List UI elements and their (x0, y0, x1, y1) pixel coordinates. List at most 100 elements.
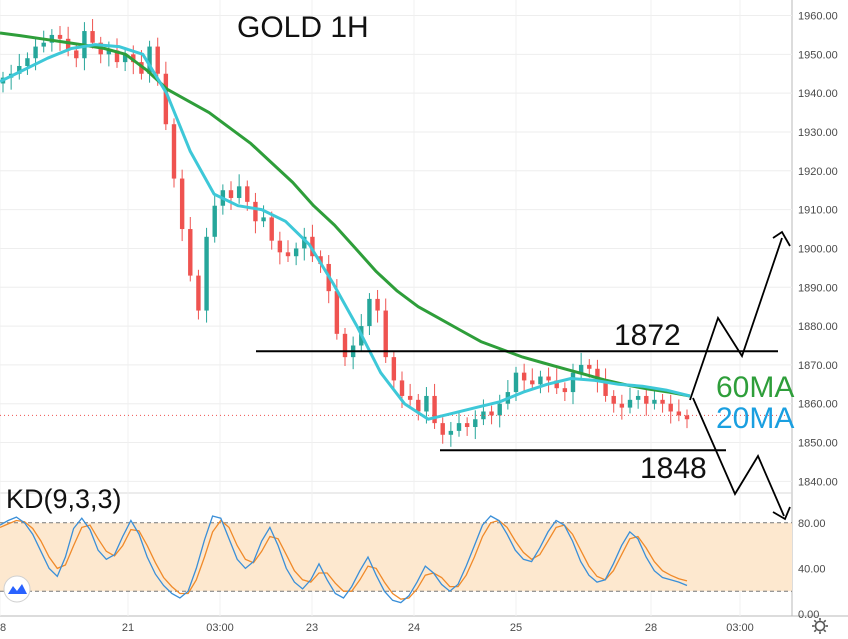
candle-body (155, 46, 160, 74)
price-tick-label: 1840.00 (798, 476, 838, 488)
settings-gear-icon[interactable] (812, 618, 828, 634)
kd-k-line (0, 515, 688, 604)
candle (440, 417, 445, 444)
candle-body (106, 50, 112, 55)
candle-body (603, 380, 608, 396)
kd-tick-label: 80.00 (798, 518, 826, 530)
candle (269, 211, 274, 250)
candle-body (228, 190, 234, 198)
candle (530, 368, 535, 391)
candle-body (595, 368, 600, 381)
candle-body (652, 399, 657, 404)
candle (350, 336, 356, 370)
candle (188, 216, 193, 282)
candle-body (432, 395, 437, 424)
candle (293, 242, 299, 266)
candle-body (497, 403, 502, 416)
candle (546, 367, 551, 393)
candle-body (41, 42, 46, 47)
candle (473, 410, 478, 440)
bearish-arrowhead (772, 506, 791, 521)
candle-body (212, 205, 217, 237)
candle (98, 36, 103, 64)
candle (367, 293, 372, 336)
candle (676, 399, 682, 422)
time-axis[interactable]: 8 21 03:00 23 24 25 28 03:00 (0, 622, 754, 634)
candle (383, 298, 388, 363)
candle (171, 118, 177, 188)
candle-body (473, 419, 478, 428)
candle-body (424, 395, 429, 412)
candle-body (285, 252, 291, 257)
kd-band-fill (0, 522, 792, 592)
support-label: 1848 (640, 452, 707, 485)
candle (644, 387, 649, 416)
price-tick-label: 1930.00 (798, 127, 838, 139)
candle-body (179, 178, 185, 230)
kd-label: KD(9,3,3) (6, 484, 122, 514)
candle (391, 351, 397, 390)
candle-body (342, 333, 348, 358)
candle-body (310, 236, 315, 257)
candle (603, 368, 608, 402)
candle-body (489, 411, 494, 416)
chart-title: GOLD 1H (237, 11, 369, 44)
candle-body (131, 54, 136, 63)
candle (448, 421, 454, 447)
candle (668, 394, 673, 424)
time-tick-label: 03:00 (206, 622, 234, 634)
candle-body (464, 423, 470, 428)
tradingview-logo-icon[interactable] (3, 575, 31, 603)
time-tick-label: 23 (306, 622, 318, 634)
ma20-label: 20MA (716, 402, 794, 435)
candle (147, 40, 152, 83)
candle-body (383, 310, 388, 358)
candle-body (188, 229, 193, 276)
time-tick-label: 25 (510, 622, 522, 634)
candle (538, 370, 543, 394)
candle (489, 405, 494, 425)
candle-body (293, 248, 299, 257)
candle-body (334, 291, 340, 334)
candle (481, 399, 486, 426)
candle-body (399, 380, 405, 396)
candle-body (562, 388, 568, 393)
candle-body (163, 73, 169, 125)
candle-body (619, 403, 625, 408)
bullish-scenario-path (689, 237, 783, 401)
candle-body (90, 31, 95, 43)
candle-body (611, 395, 616, 404)
candle-body (676, 411, 682, 416)
candle-body (318, 256, 323, 264)
candle (179, 169, 185, 242)
candle-body (375, 298, 380, 311)
candle (456, 411, 462, 437)
candle-body (416, 399, 421, 412)
candle-body (245, 186, 250, 202)
time-tick-label: 28 (645, 622, 657, 634)
candles (0, 19, 792, 447)
price-tick-label: 1920.00 (798, 166, 838, 178)
candle-body (481, 411, 486, 420)
annotations (256, 230, 791, 521)
candle-body (530, 380, 535, 385)
candle-body (644, 395, 649, 404)
price-axis[interactable]: 1960.00 1950.00 1940.00 1930.00 1920.00 1910.… (798, 11, 838, 489)
candle (562, 382, 568, 401)
candle (432, 383, 437, 429)
candle (660, 394, 665, 413)
candle-body (147, 46, 152, 74)
candle (611, 390, 616, 413)
candle (253, 192, 258, 234)
candle-body (513, 372, 519, 393)
candle-body (538, 376, 543, 385)
candle-body (302, 236, 307, 249)
price-tick-label: 1960.00 (798, 11, 838, 23)
candle (464, 417, 470, 436)
candle (41, 30, 46, 53)
candle-body (204, 236, 209, 311)
candle-body (635, 395, 641, 400)
candle-body (660, 399, 665, 404)
kd-tick-label: 0.00 (798, 609, 819, 621)
